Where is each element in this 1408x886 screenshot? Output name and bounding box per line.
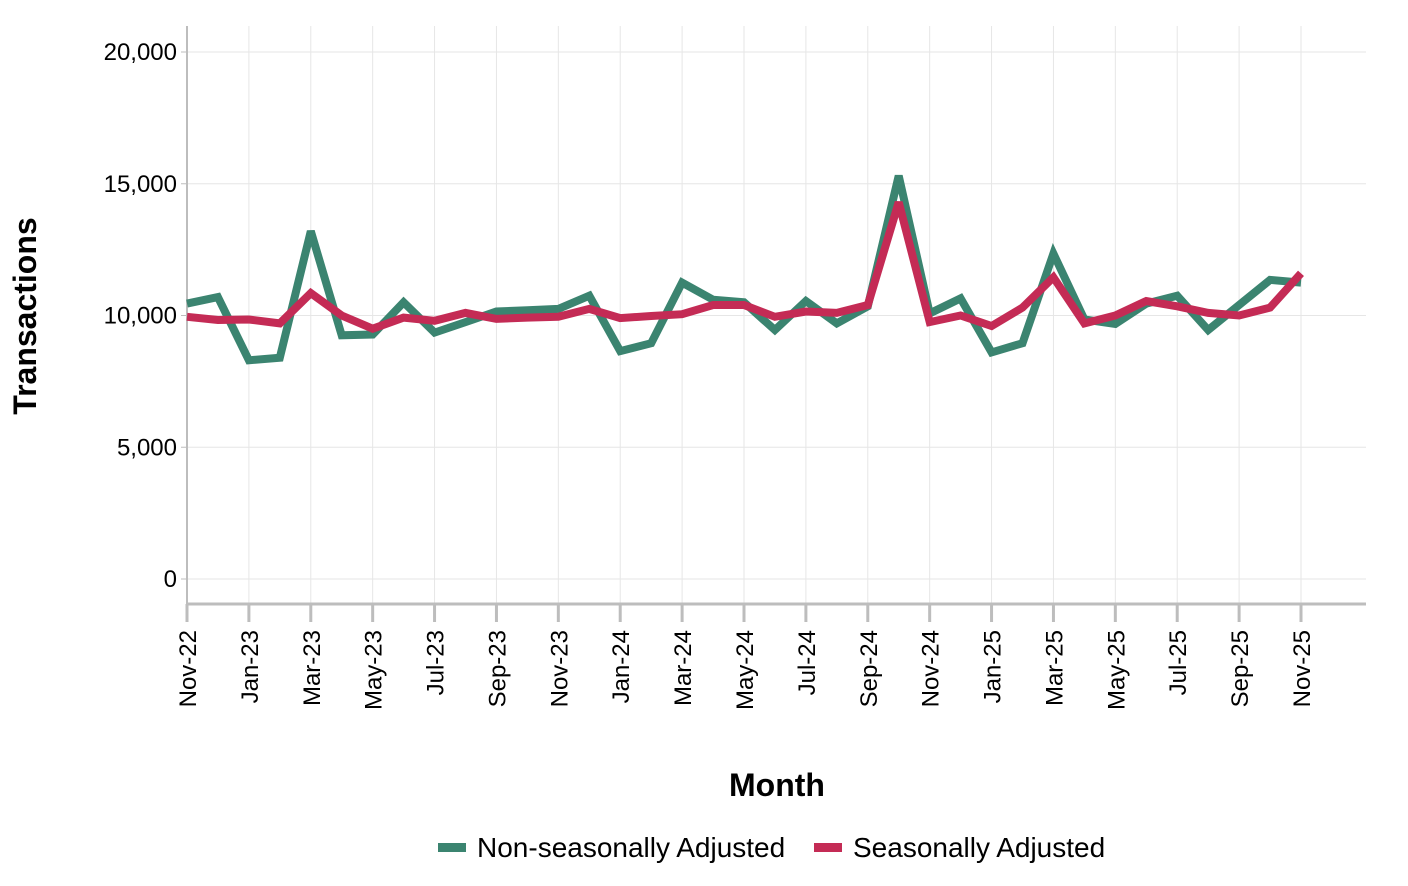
x-tick-label: Sep-23	[484, 630, 511, 707]
y-axis-title: Transactions	[7, 217, 43, 414]
x-tick-label: Mar-23	[299, 630, 326, 706]
legend-label-non-seasonally-adjusted: Non-seasonally Adjusted	[477, 832, 785, 863]
legend-swatch-non-seasonally-adjusted	[438, 843, 466, 852]
y-tick-label: 20,000	[104, 39, 177, 66]
x-tick-label: May-25	[1103, 630, 1130, 710]
y-axis-ticks: 0 5,000 10,000 15,000 20,000	[104, 39, 187, 593]
x-tick-label: Jan-24	[608, 630, 635, 703]
x-tick-label: Jul-23	[423, 630, 450, 695]
x-axis-ticks: Nov-22 Jan-23 Mar-23 May-23 Jul-23 Sep-23 Nov-…	[175, 604, 1316, 710]
x-tick-label: Nov-24	[918, 630, 945, 707]
x-tick-label: Nov-23	[546, 630, 573, 707]
y-tick-label: 5,000	[117, 434, 177, 461]
x-tick-label: Sep-24	[856, 630, 883, 707]
x-tick-label: Jul-24	[794, 630, 821, 695]
y-tick-label: 0	[164, 566, 177, 593]
y-tick-label: 10,000	[104, 303, 177, 330]
series-line-seasonally-adjusted	[186, 201, 1304, 333]
x-tick-label: Jul-25	[1165, 630, 1192, 695]
x-tick-label: Mar-25	[1041, 630, 1068, 706]
y-tick-label: 15,000	[104, 171, 177, 198]
legend: Non-seasonally Adjusted Seasonally Adjus…	[438, 832, 1105, 863]
x-tick-label: May-24	[732, 630, 759, 710]
x-tick-label: Sep-25	[1227, 630, 1254, 707]
x-tick-label: May-23	[361, 630, 388, 710]
x-tick-label: Mar-24	[670, 630, 697, 706]
x-tick-label: Jan-25	[980, 630, 1007, 703]
legend-swatch-seasonally-adjusted	[814, 843, 842, 852]
series	[186, 174, 1304, 365]
x-tick-label: Jan-23	[237, 630, 264, 703]
x-axis-title: Month	[729, 767, 825, 803]
legend-label-seasonally-adjusted: Seasonally Adjusted	[853, 832, 1105, 863]
x-tick-label: Nov-25	[1289, 630, 1316, 707]
x-tick-label: Nov-22	[175, 630, 202, 707]
